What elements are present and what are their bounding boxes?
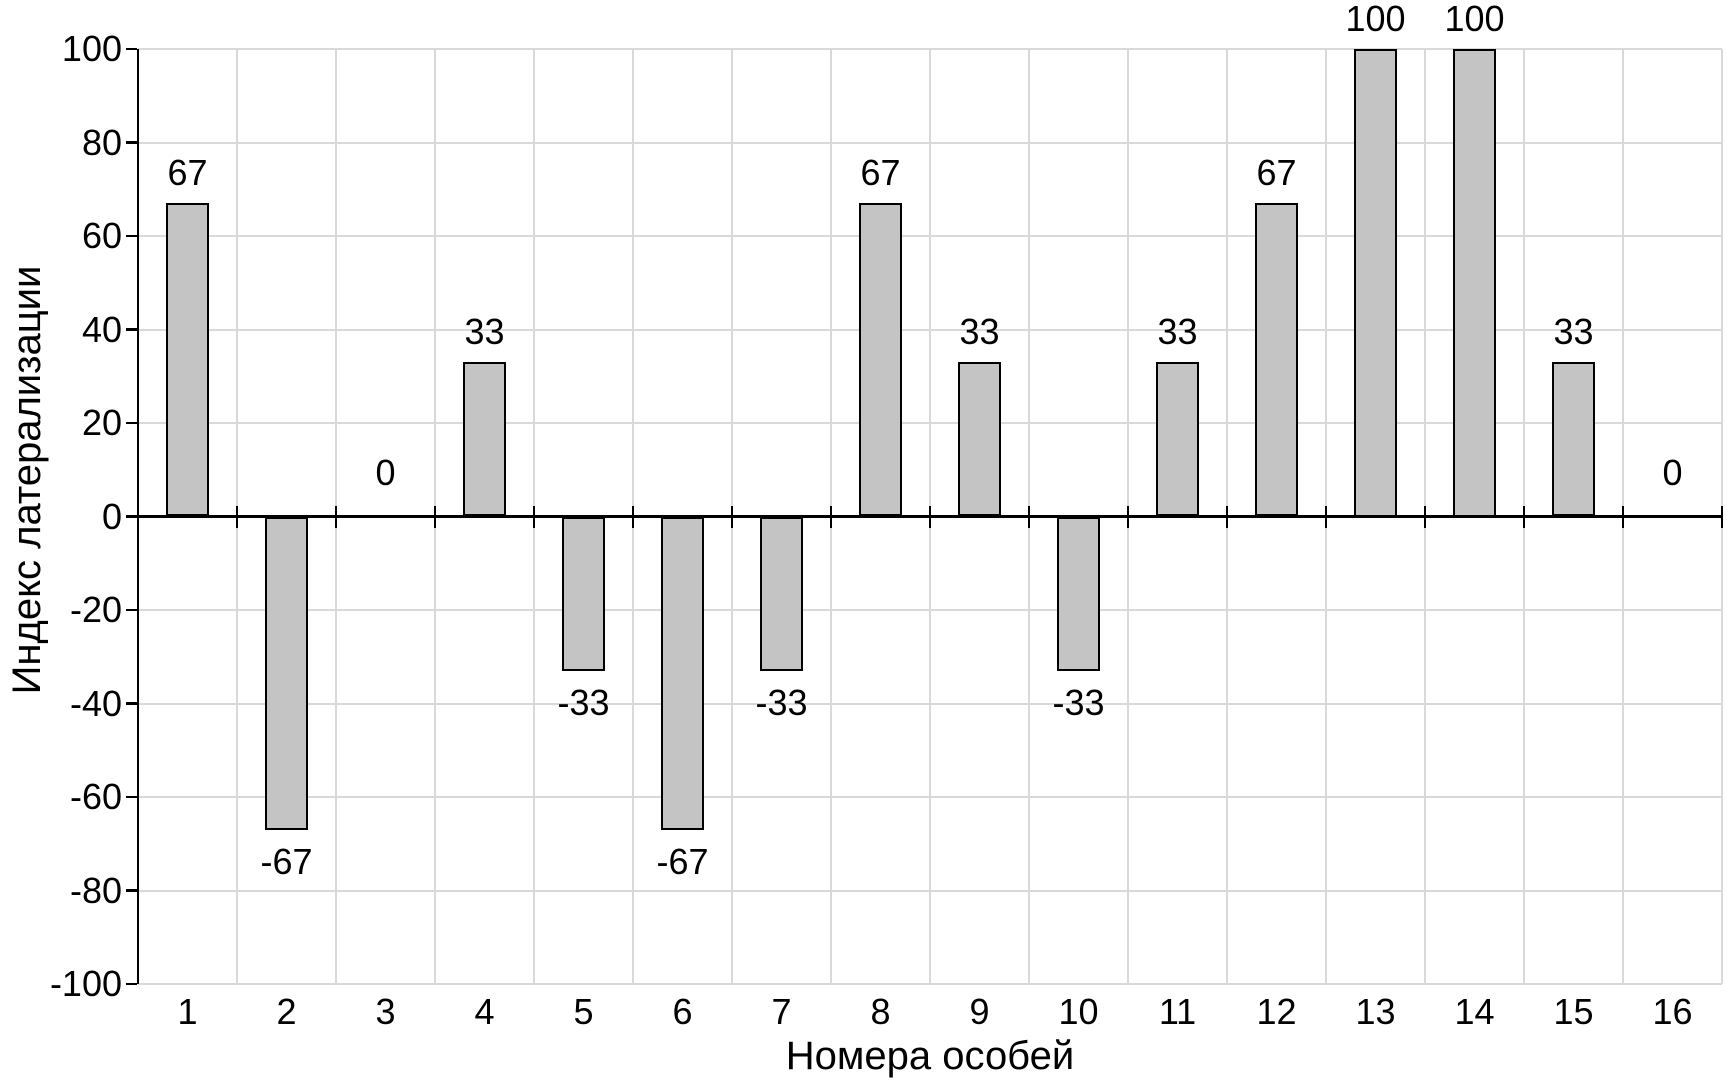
y-axis-tick xyxy=(126,702,137,705)
y-tick-label: -40 xyxy=(69,682,122,724)
y-axis-tick xyxy=(126,982,137,986)
y-tick-label: -100 xyxy=(49,963,122,1004)
y-tick-label: 20 xyxy=(81,402,122,443)
y-axis-tick xyxy=(126,515,137,518)
x-tick-label: 15 xyxy=(1553,991,1594,1032)
x-axis-tick xyxy=(928,505,932,528)
x-axis-tick xyxy=(631,505,635,528)
x-axis-tick xyxy=(1225,505,1229,528)
x-axis-tick xyxy=(1423,505,1427,528)
x-axis-tick xyxy=(532,505,536,528)
gridline-horizontal xyxy=(138,983,1722,985)
bar xyxy=(661,516,704,830)
x-tick-label: 5 xyxy=(573,991,594,1032)
x-axis-title: Номера особей xyxy=(785,1034,1075,1078)
x-tick-label: 16 xyxy=(1652,991,1693,1032)
bar-value-label: -67 xyxy=(656,840,709,882)
bar xyxy=(1552,362,1595,517)
x-axis-tick xyxy=(334,505,338,528)
x-axis-tick xyxy=(235,505,239,528)
y-tick-label: -60 xyxy=(69,776,122,817)
bar-value-label: 33 xyxy=(464,311,505,353)
bar xyxy=(463,362,506,517)
x-tick-label: 3 xyxy=(375,991,396,1032)
x-tick-label: 4 xyxy=(474,991,495,1032)
bar-value-label: -67 xyxy=(260,840,313,882)
x-tick-label: 13 xyxy=(1355,991,1396,1032)
bar xyxy=(1354,49,1397,517)
x-axis-tick xyxy=(730,505,734,528)
x-axis-tick xyxy=(1324,505,1328,528)
bar xyxy=(958,362,1001,517)
bar-value-label: 100 xyxy=(1444,0,1505,39)
x-tick-label: 14 xyxy=(1454,991,1495,1032)
bar-value-label: 67 xyxy=(1256,152,1297,194)
x-axis-tick xyxy=(1720,505,1724,528)
bar-value-label: -33 xyxy=(1052,681,1105,723)
y-tick-label: -20 xyxy=(69,589,122,630)
bar-value-label: 33 xyxy=(959,311,1000,353)
bar xyxy=(265,516,308,830)
bar xyxy=(760,516,803,671)
y-axis-tick xyxy=(126,795,137,799)
x-axis-tick xyxy=(433,505,437,528)
bar-value-label: 33 xyxy=(1553,311,1594,353)
bar-value-label: 0 xyxy=(1662,451,1683,493)
bar-value-label: -33 xyxy=(557,681,610,723)
y-axis-tick xyxy=(126,47,137,51)
x-axis-tick xyxy=(136,505,140,528)
y-axis-tick xyxy=(126,141,137,144)
y-axis-tick xyxy=(126,234,137,238)
bar xyxy=(1156,362,1199,517)
y-tick-label: 60 xyxy=(81,215,122,256)
y-axis-tick xyxy=(126,328,137,331)
x-tick-label: 10 xyxy=(1058,991,1099,1032)
x-tick-label: 1 xyxy=(177,991,198,1032)
x-tick-label: 6 xyxy=(672,991,693,1032)
y-tick-label: 100 xyxy=(61,28,122,69)
bar xyxy=(166,203,209,517)
x-axis-tick xyxy=(1621,505,1625,528)
x-tick-label: 11 xyxy=(1158,991,1197,1032)
bar xyxy=(1453,49,1496,517)
y-axis-tick xyxy=(126,889,137,892)
x-axis-tick xyxy=(1027,505,1031,528)
bar xyxy=(1255,203,1298,517)
x-tick-label: 7 xyxy=(771,991,792,1032)
x-axis-tick xyxy=(1126,505,1130,528)
bar xyxy=(1057,516,1100,671)
bar-value-label: 67 xyxy=(167,152,208,194)
y-tick-label: 40 xyxy=(81,308,122,350)
bar-value-label: 33 xyxy=(1157,311,1198,353)
bar-value-label: -33 xyxy=(755,681,808,723)
y-tick-label: -80 xyxy=(69,869,122,911)
x-tick-label: 2 xyxy=(276,991,297,1032)
bar xyxy=(859,203,902,517)
bar-value-label: 100 xyxy=(1345,0,1406,39)
bar-value-label: 0 xyxy=(375,451,396,493)
x-axis-tick xyxy=(1522,505,1526,528)
x-axis-tick xyxy=(829,505,833,528)
x-tick-label: 8 xyxy=(870,991,891,1032)
y-tick-label: 0 xyxy=(101,495,122,537)
y-axis-tick xyxy=(126,608,137,612)
y-axis-tick xyxy=(126,421,137,425)
bar xyxy=(562,516,605,671)
x-tick-label: 12 xyxy=(1256,991,1297,1032)
bar-value-label: 67 xyxy=(860,152,901,194)
x-tick-label: 9 xyxy=(969,991,990,1032)
y-tick-label: 80 xyxy=(81,121,122,163)
